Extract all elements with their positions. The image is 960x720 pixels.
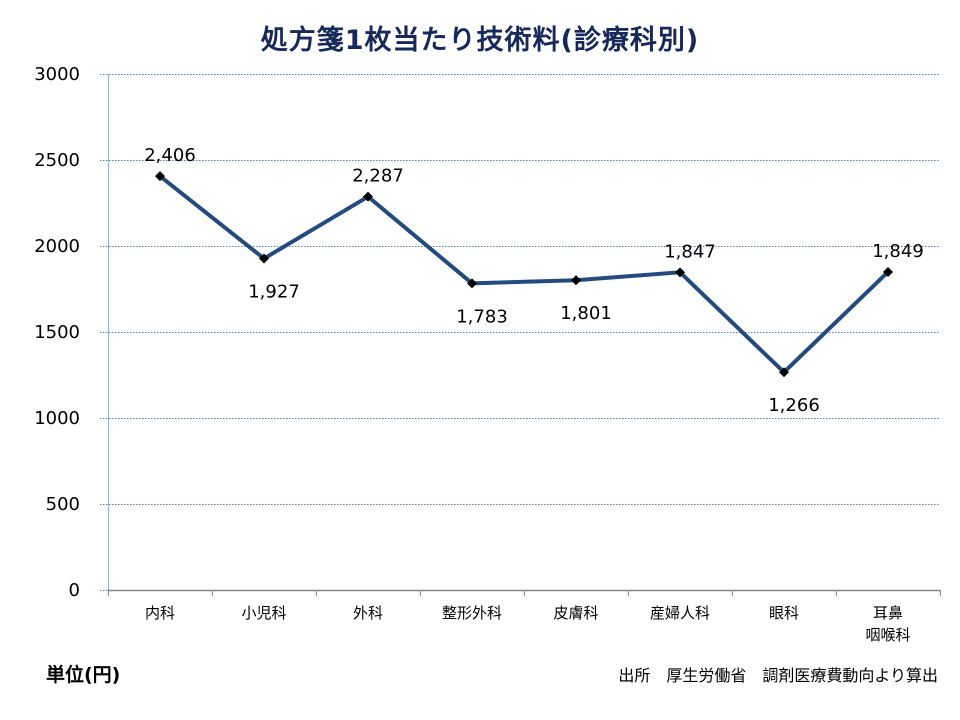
data-marker-diamond [675,267,685,278]
x-tick-label: 内科 [145,604,175,622]
x-tick-label: 整形外科 [442,604,502,622]
data-label: 1,847 [664,241,716,262]
y-axis-ticks: 0 500 1000 1500 2000 2500 3000 [34,64,80,601]
y-tick-label: 500 [46,494,80,515]
data-marker-diamond [363,191,373,202]
y-tick-label: 2000 [34,236,80,257]
x-tick-label: 耳鼻 [873,604,903,622]
data-series [155,171,893,378]
data-marker-diamond [779,367,789,378]
data-label: 2,287 [352,166,404,187]
data-line [158,174,890,376]
y-tick-label: 0 [69,580,80,601]
axes [108,74,941,596]
gridlines [100,74,940,591]
source-note: 出所 厚生労働省 調剤医療費動向より算出 [618,666,938,685]
chart-title: 処方箋1枚当たり技術料(診療科別) [260,25,700,56]
data-marker-diamond [467,278,477,289]
data-label: 1,783 [456,306,508,327]
y-tick-label: 1000 [34,408,80,429]
data-marker-diamond [571,275,581,286]
data-label: 1,849 [872,241,924,262]
data-label: 1,266 [768,395,820,416]
data-labels: 2,406 1,927 2,287 1,783 1,801 1,847 1,266 1,849 [144,145,924,416]
x-tick-label: 小児科 [241,604,286,622]
y-tick-label: 1500 [34,322,80,343]
unit-label: 単位(円) [46,664,121,686]
x-tick-label: 外科 [353,604,383,622]
data-marker-diamond [259,253,269,264]
data-label: 2,406 [144,145,196,166]
x-tick-label: 咽喉科 [865,626,910,644]
x-tick-label: 眼科 [769,604,799,622]
data-marker-diamond [883,266,893,277]
data-label: 1,801 [560,303,612,324]
y-tick-label: 3000 [34,64,80,85]
y-tick-label: 2500 [34,150,80,171]
data-marker-diamond [155,171,165,182]
x-tick-label: 皮膚科 [553,604,598,622]
data-label: 1,927 [248,282,300,303]
x-tick-label: 産婦人科 [650,604,710,622]
